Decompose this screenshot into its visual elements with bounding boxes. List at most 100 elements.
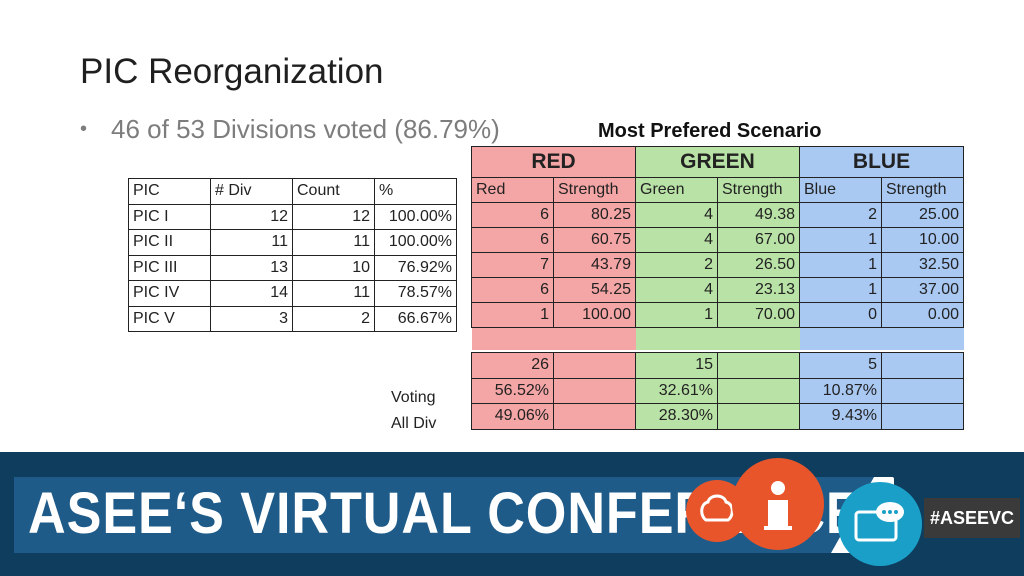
chat-monitor-icon [838,482,922,566]
table-row: PIC III 13 10 76.92% [128,254,457,281]
red-strength: 100.00 [553,302,636,328]
blue-count: 1 [799,227,882,253]
empty-cell [881,352,964,379]
empty-cell [553,352,636,379]
vote-count: 10 [292,254,375,281]
blue-count: 1 [799,277,882,303]
subheader-cell: Blue [799,177,882,203]
red-strength: 60.75 [553,227,636,253]
red-count: 1 [471,302,554,328]
percent: 78.57% [374,280,457,307]
table-row: 1 100.00 1 70.00 0 0.00 [471,302,964,328]
blue-strength: 10.00 [881,227,964,253]
table-row: PIC II 11 11 100.00% [128,229,457,256]
empty-cell [717,403,800,430]
percent: 76.92% [374,254,457,281]
voting-row: 56.52% 32.61% 10.87% [471,377,964,404]
bullet-point: • 46 of 53 Divisions voted (86.79%) [80,114,500,145]
percent: 66.67% [374,305,457,332]
red-total: 26 [471,352,554,379]
red-strength: 54.25 [553,277,636,303]
header-cell: Count [292,178,375,205]
vote-count: 11 [292,280,375,307]
green-count: 4 [635,202,718,228]
blue-alldiv: 9.43% [799,403,882,430]
vote-count: 2 [292,305,375,332]
group-green: GREEN [635,146,800,178]
blue-count: 2 [799,202,882,228]
green-count: 4 [635,227,718,253]
header-cell: PIC [128,178,211,205]
subheader-cell: Green [635,177,718,203]
alldiv-row: 49.06% 28.30% 9.43% [471,403,964,430]
red-strength: 80.25 [553,202,636,228]
div-count: 3 [210,305,293,332]
conference-banner: ASEE‘S VIRTUAL CONFERENCE #ASEEVC [0,452,1024,576]
scenario-table: RED GREEN BLUE Red Strength Green Streng… [471,146,964,430]
red-count: 6 [471,277,554,303]
empty-cell [881,403,964,430]
red-count: 6 [471,202,554,228]
div-count: 11 [210,229,293,256]
bullet-icon: • [80,118,88,140]
table-row: PIC I 12 12 100.00% [128,203,457,230]
subheader-cell: Strength [553,177,636,203]
table-row: 6 54.25 4 23.13 1 37.00 [471,277,964,303]
percent: 100.00% [374,203,457,230]
table-row: 6 60.75 4 67.00 1 10.00 [471,227,964,253]
red-alldiv: 49.06% [471,403,554,430]
green-strength: 70.00 [717,302,800,328]
subheader-cell: Strength [717,177,800,203]
group-red: RED [471,146,636,178]
empty-cell [717,352,800,379]
blue-count: 0 [799,302,882,328]
blue-total: 5 [799,352,882,379]
empty-cell [717,377,800,404]
pic-name: PIC IV [128,280,211,307]
totals-row: 26 15 5 [471,352,964,379]
speaker-icon [732,458,824,550]
table-row: 7 43.79 2 26.50 1 32.50 [471,252,964,278]
green-count: 1 [635,302,718,328]
pic-name: PIC II [128,229,211,256]
spacer-blue [799,327,964,350]
vote-count: 12 [292,203,375,230]
red-count: 7 [471,252,554,278]
alldiv-label: All Div [391,415,437,432]
header-cell: # Div [210,178,293,205]
group-blue: BLUE [799,146,964,178]
voting-label: Voting [391,389,436,406]
slide-title: PIC Reorganization [80,52,384,91]
scenario-title: Most Prefered Scenario [598,120,822,142]
green-strength: 49.38 [717,202,800,228]
bullet-text: 46 of 53 Divisions voted (86.79%) [111,114,500,144]
green-strength: 26.50 [717,252,800,278]
green-count: 2 [635,252,718,278]
empty-cell [881,377,964,404]
spacer-row [471,327,964,350]
empty-cell [553,377,636,404]
pic-table: PIC # Div Count % PIC I 12 12 100.00% PI… [128,178,457,332]
table-row: PIC IV 14 11 78.57% [128,280,457,307]
div-count: 12 [210,203,293,230]
green-alldiv: 28.30% [635,403,718,430]
green-total: 15 [635,352,718,379]
green-voting: 32.61% [635,377,718,404]
green-strength: 23.13 [717,277,800,303]
table-row: 6 80.25 4 49.38 2 25.00 [471,202,964,228]
scenario-group-header: RED GREEN BLUE [471,146,964,178]
green-count: 4 [635,277,718,303]
spacer-green [635,327,800,350]
blue-count: 1 [799,252,882,278]
hashtag-badge: #ASEEVC [924,498,1020,538]
div-count: 13 [210,254,293,281]
pic-name: PIC V [128,305,211,332]
blue-strength: 32.50 [881,252,964,278]
green-strength: 67.00 [717,227,800,253]
percent: 100.00% [374,229,457,256]
red-voting: 56.52% [471,377,554,404]
blue-strength: 25.00 [881,202,964,228]
pic-table-header: PIC # Div Count % [128,178,457,205]
blue-voting: 10.87% [799,377,882,404]
blue-strength: 37.00 [881,277,964,303]
